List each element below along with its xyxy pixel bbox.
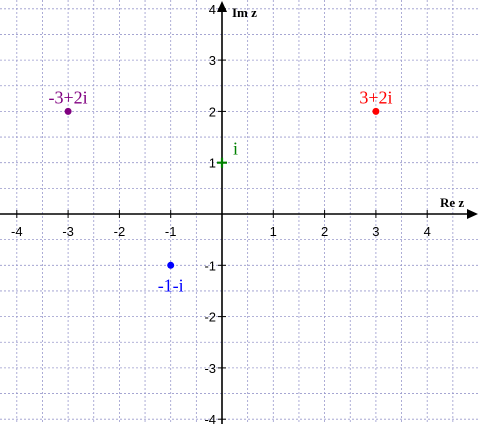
- y-tick-label: -4: [204, 412, 216, 424]
- y-tick-label: -3: [204, 361, 216, 376]
- x-tick-label: -1: [165, 224, 177, 239]
- x-tick-label: 3: [372, 224, 379, 239]
- data-point-label: i: [233, 139, 238, 159]
- data-point-marker: [64, 107, 72, 115]
- data-point-label: 3+2i: [359, 87, 392, 107]
- data-point-marker: [372, 107, 380, 115]
- y-axis-title: Im z: [232, 5, 257, 20]
- x-axis-title: Re z: [440, 195, 464, 210]
- data-point-label: -1-i: [158, 275, 184, 295]
- y-axis-arrow: [217, 1, 227, 12]
- y-tick-label: 4: [209, 2, 216, 17]
- data-point-label: -3+2i: [49, 87, 88, 107]
- x-tick-label: -3: [62, 224, 74, 239]
- data-point-marker: [167, 261, 175, 269]
- y-tick-label: 2: [209, 104, 216, 119]
- tick-labels: -4 -3 -2 -1 1 2 3 4 -4 -3 -2 -1 1 2 3 4: [11, 2, 431, 424]
- x-tick-label: 1: [270, 224, 277, 239]
- x-tick-label: 4: [424, 224, 431, 239]
- y-tick-label: -1: [204, 258, 216, 273]
- x-axis-arrow: [467, 209, 478, 219]
- x-tick-label: -4: [11, 224, 23, 239]
- x-tick-label: 2: [321, 224, 328, 239]
- y-tick-label: 1: [209, 156, 216, 171]
- y-tick-label: -2: [204, 310, 216, 325]
- data-point-marker: [217, 157, 227, 168]
- y-tick-label: 3: [209, 53, 216, 68]
- data-points: -3+2i 3+2i i -1-i: [49, 87, 393, 295]
- x-tick-label: -2: [114, 224, 126, 239]
